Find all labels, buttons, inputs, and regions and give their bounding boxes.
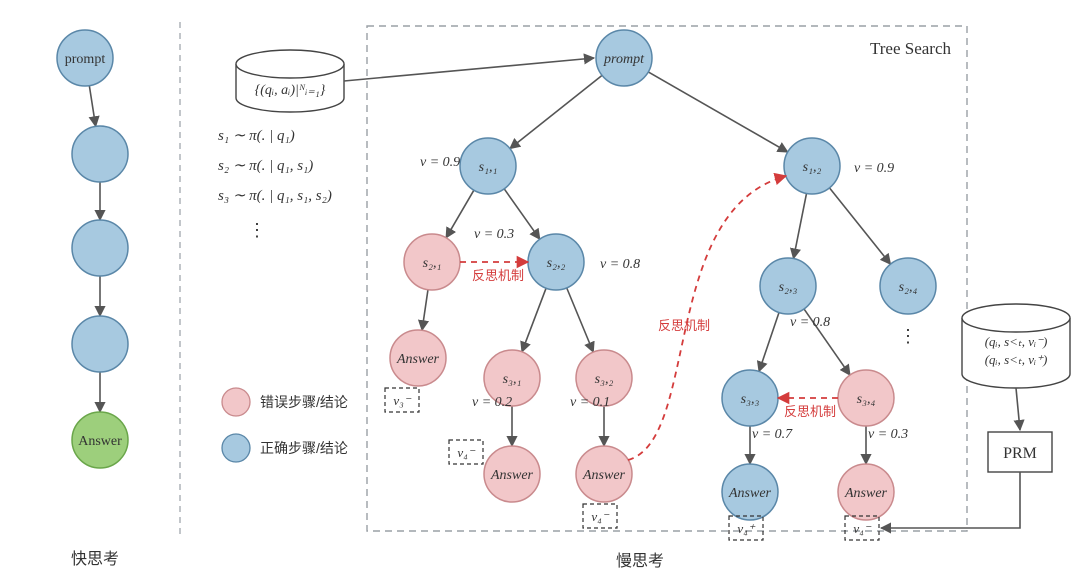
node-label-t-s24: s₂,₄ [899, 280, 918, 295]
prm-label: PRM [1003, 445, 1037, 462]
value-label-7: v = 0.7 [752, 427, 793, 442]
db-to-root-edge [344, 58, 594, 81]
reflect-label-2: 反思机制 [658, 318, 710, 333]
node-label-t-ans5: Answer [844, 486, 888, 501]
db-left-text: {(qᵢ, aᵢ)|ᴺᵢ₌₁} [255, 83, 326, 98]
node-label-t-s21: s₂,₁ [423, 256, 442, 271]
node-label-t-ans4: Answer [728, 486, 772, 501]
db-right: (qᵢ, s<ₜ, vᵢ⁻) (qᵢ, s<ₜ, vᵢ⁺) [962, 304, 1070, 388]
sampling-ellipsis: ⋮ [248, 220, 266, 240]
reflect-label-0: 反思机制 [472, 268, 524, 283]
slow-think-label: 慢思考 [616, 552, 664, 570]
node-label-t-s31: s₃,₁ [503, 372, 522, 387]
legend-wrong-label: 错误步骤/结论 [260, 394, 348, 410]
vbox-label-2: v₄⁻ [591, 509, 609, 524]
node-lc-n3 [72, 316, 128, 372]
node-label-t-ans1: Answer [396, 352, 440, 367]
node-label-t-ans3: Answer [582, 468, 626, 483]
sampling-eq-1: s₁ ∼ π(. | q₁) [218, 128, 295, 144]
tree-search-label: Tree Search [870, 39, 952, 58]
node-label-t-s12: s₁,₂ [803, 160, 822, 175]
fast-think-label: 快思考 [71, 550, 119, 568]
node-label-t-s34: s₃,₄ [857, 392, 876, 407]
node-lc-n2 [72, 220, 128, 276]
value-label-3: v = 0.8 [600, 257, 640, 272]
reflect-label-1: 反思机制 [784, 404, 836, 419]
diagram-svg: prompt Answer 快思考 慢思考 {(qᵢ, aᵢ)|ᴺᵢ₌₁} s₁ ∼ π(… [0, 0, 1080, 586]
node-label-t-s22: s₂,₂ [547, 256, 566, 271]
sampling-eq-3: s₃ ∼ π(. | q₁, s₁, s₂) [218, 188, 332, 204]
value-label-0: v = 0.9 [420, 155, 460, 170]
node-label-t-ans2: Answer [490, 468, 534, 483]
value-label-4: v = 0.8 [790, 315, 830, 330]
value-label-6: v = 0.1 [570, 395, 610, 410]
vbox-label-4: v₄⁻ [853, 521, 871, 536]
node-label-t-root: prompt [603, 52, 645, 67]
db-left: {(qᵢ, aᵢ)|ᴺᵢ₌₁} [236, 50, 344, 112]
node-label-lc-prompt: prompt [65, 52, 106, 67]
vbox-label-3: v₄⁺ [737, 521, 755, 536]
vbox-label-0: v₃⁻ [393, 393, 411, 408]
db-right-line2: (qᵢ, s<ₜ, vᵢ⁺) [985, 352, 1048, 367]
node-label-t-s32: s₃,₂ [595, 372, 614, 387]
value-label-1: v = 0.9 [854, 161, 894, 176]
node-label-t-s23: s₂,₃ [779, 280, 798, 295]
node-label-lc-ans: Answer [78, 434, 122, 449]
left-chain-nodes: prompt Answer [57, 30, 128, 468]
node-label-t-s11: s₁,₁ [479, 160, 498, 175]
prm-to-vbox [881, 472, 1020, 528]
s24-ellipsis: ⋮ [899, 326, 917, 346]
value-label-8: v = 0.3 [868, 427, 908, 442]
node-lc-n1 [72, 126, 128, 182]
sampling-eq-2: s₂ ∼ π(. | q₁, s₁) [218, 158, 313, 174]
legend: 错误步骤/结论正确步骤/结论 [222, 388, 348, 462]
value-label-2: v = 0.3 [474, 227, 514, 242]
value-label-5: v = 0.2 [472, 395, 512, 410]
reflection-edges: 反思机制反思机制反思机制 [460, 176, 838, 460]
db-right-line1: (qᵢ, s<ₜ, vᵢ⁻) [985, 334, 1048, 349]
db-right-to-prm [1016, 388, 1020, 430]
legend-correct-label: 正确步骤/结论 [260, 440, 348, 456]
vbox-label-1: v₄⁻ [457, 445, 475, 460]
node-label-t-s33: s₃,₃ [741, 392, 760, 407]
